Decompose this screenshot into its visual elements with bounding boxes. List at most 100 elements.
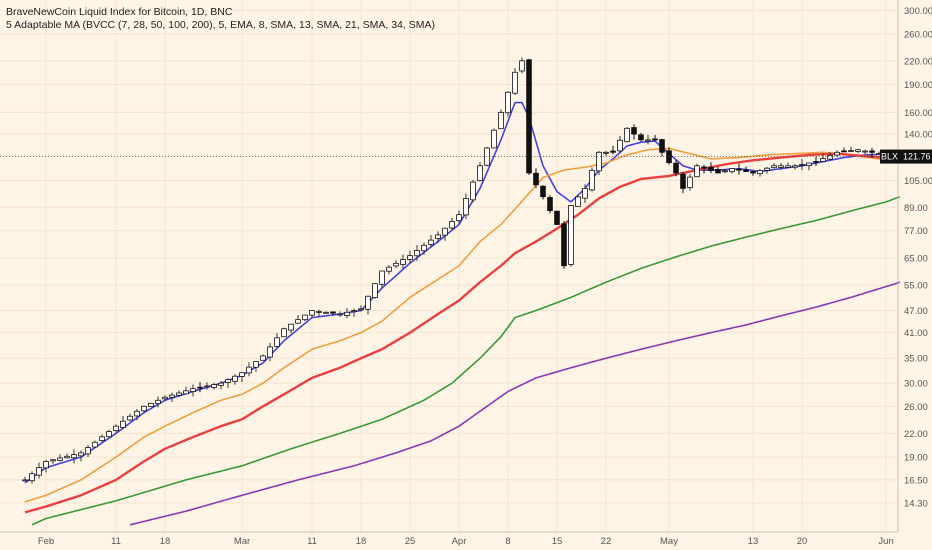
candle-body: [190, 388, 196, 392]
candle-body: [428, 239, 434, 245]
candle-body: [869, 150, 875, 153]
candle: [568, 204, 574, 267]
candle-body: [855, 149, 861, 152]
candle-body: [253, 361, 259, 368]
candle: [428, 235, 434, 248]
candle-body: [561, 223, 567, 267]
candle: [85, 445, 91, 458]
candle: [687, 174, 693, 191]
candle-body: [596, 151, 602, 172]
candle-body: [106, 431, 112, 438]
candle: [190, 384, 196, 397]
candle-body: [386, 266, 392, 272]
x-tick-label: 22: [601, 536, 612, 547]
candle-body: [827, 155, 833, 160]
ma-line-4: [31, 195, 901, 526]
candle-body: [239, 372, 245, 377]
candle: [344, 308, 350, 319]
candle-body: [820, 158, 826, 162]
candle: [806, 162, 812, 171]
candle-body: [680, 173, 686, 189]
candle-body: [211, 384, 217, 388]
candle-body: [631, 127, 637, 135]
y-tick-label: 190.00: [904, 80, 932, 91]
candle: [323, 311, 329, 314]
candle-body: [22, 479, 28, 482]
candle-body: [36, 467, 42, 476]
candle-body: [442, 227, 448, 236]
candle: [218, 380, 224, 390]
candle-body: [197, 386, 203, 389]
candle-body: [169, 394, 175, 398]
y-tick-label: 77.00: [904, 226, 928, 237]
candle: [617, 135, 623, 154]
candle: [414, 245, 420, 261]
candle-body: [134, 410, 140, 417]
candle: [57, 454, 63, 462]
candle-body: [806, 162, 812, 166]
candle-body: [764, 167, 770, 171]
candle: [92, 440, 98, 448]
candle: [400, 254, 406, 269]
candle: [141, 405, 147, 413]
candle-body: [414, 250, 420, 257]
candle-body: [267, 346, 273, 358]
candle-body: [407, 255, 413, 260]
candle-body: [113, 425, 119, 432]
candle: [456, 210, 462, 224]
y-tick-label: 14.30: [904, 499, 928, 510]
candle-body: [337, 313, 343, 316]
candle: [106, 429, 112, 438]
candle: [722, 168, 728, 174]
candle-body: [708, 166, 714, 171]
ma-line-2: [24, 147, 901, 503]
candle: [260, 354, 266, 361]
candle: [386, 265, 392, 275]
candle-body: [743, 169, 749, 172]
candle: [316, 309, 322, 316]
candle-body: [155, 399, 161, 404]
candle-body: [771, 165, 777, 169]
y-tick-label: 300.00: [904, 6, 932, 17]
candle: [757, 169, 763, 177]
candle: [176, 390, 182, 397]
candle-body: [449, 221, 455, 229]
candle-body: [372, 283, 378, 298]
candle: [253, 360, 259, 372]
x-tick-label: 11: [111, 536, 121, 547]
ma-line-1: [24, 101, 901, 484]
x-tick-label: 11: [307, 536, 317, 547]
candle-body: [57, 457, 63, 461]
candle-body: [78, 452, 84, 457]
candle: [841, 147, 847, 153]
candle: [43, 459, 49, 473]
candle-body: [799, 164, 805, 166]
candle-body: [673, 162, 679, 174]
candle: [204, 382, 210, 390]
candle-body: [274, 337, 280, 347]
candle-body: [393, 262, 399, 267]
y-tick-label: 35.00: [904, 354, 928, 365]
candle-body: [638, 134, 644, 141]
candle: [442, 227, 448, 241]
candle: [505, 91, 511, 117]
candle: [750, 170, 756, 176]
candle: [813, 156, 819, 166]
candle: [470, 180, 476, 203]
candle-body: [841, 150, 847, 153]
candle-body: [176, 392, 182, 396]
candle: [582, 184, 588, 204]
y-tick-label: 22.00: [904, 429, 928, 440]
candle-body: [589, 169, 595, 191]
candle: [603, 151, 609, 156]
y-tick-label: 41.00: [904, 328, 928, 339]
candle-body: [617, 139, 623, 152]
y-tick-label: 260.00: [904, 29, 932, 40]
candle: [309, 310, 315, 318]
candle: [827, 151, 833, 160]
candle-body: [778, 165, 784, 168]
candle-body: [610, 150, 616, 153]
candle-body: [246, 366, 252, 374]
candle-body: [540, 185, 546, 198]
candle: [29, 471, 35, 484]
